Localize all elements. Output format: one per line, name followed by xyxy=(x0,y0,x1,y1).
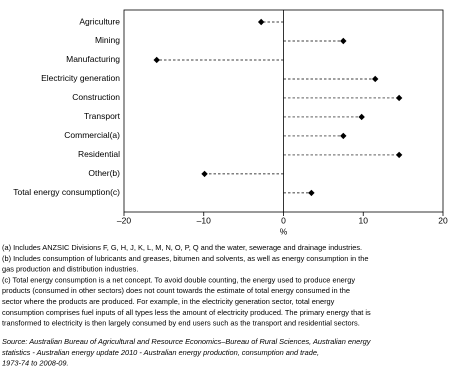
x-tick-label: 10 xyxy=(359,215,369,225)
x-axis-label: % xyxy=(280,226,288,236)
marker xyxy=(395,94,403,102)
footnote: gas production and distribution industri… xyxy=(2,265,138,274)
y-tick-label: Manufacturing xyxy=(66,54,120,64)
y-tick-label: Electricity generation xyxy=(41,73,120,83)
footnote: (a) Includes ANZSIC Divisions F, G, H, J… xyxy=(2,243,362,252)
marker xyxy=(372,75,379,83)
marker xyxy=(340,132,347,140)
marker xyxy=(257,18,265,26)
x-tick-label: 20 xyxy=(438,215,448,225)
marker xyxy=(308,189,315,197)
footnote: transformed to electricity is then large… xyxy=(2,319,360,328)
footnote: (b) Includes consumption of lubricants a… xyxy=(2,254,368,263)
x-tick-label: –20 xyxy=(117,215,131,225)
y-tick-label: Mining xyxy=(95,35,120,45)
y-tick-label: Total energy consumption(c) xyxy=(13,187,120,197)
marker xyxy=(201,170,208,178)
marker xyxy=(153,56,160,64)
y-tick-label: Agriculture xyxy=(79,16,120,26)
marker xyxy=(358,113,365,121)
footnote: (c) Total energy consumption is a net co… xyxy=(2,275,355,284)
x-tick-label: –10 xyxy=(197,215,211,225)
y-tick-label: Transport xyxy=(84,111,121,121)
y-tick-label: Residential xyxy=(78,149,120,159)
y-tick-label: Commercial(a) xyxy=(64,130,120,140)
source: Source: Australian Bureau of Agricultura… xyxy=(2,337,372,346)
footnote: products (consumed in other sectors) doe… xyxy=(2,286,350,295)
footnote: sector where the products are produced. … xyxy=(2,297,335,306)
marker xyxy=(395,151,403,159)
source: statistics - Australian energy update 20… xyxy=(2,348,319,357)
footnote: consumption comprises fuel inputs of all… xyxy=(2,308,371,317)
marker xyxy=(340,37,347,45)
x-tick-label: 0 xyxy=(281,215,286,225)
source: 1973-74 to 2008-09. xyxy=(2,359,69,368)
y-tick-label: Other(b) xyxy=(88,168,120,178)
y-tick-label: Construction xyxy=(72,92,120,102)
